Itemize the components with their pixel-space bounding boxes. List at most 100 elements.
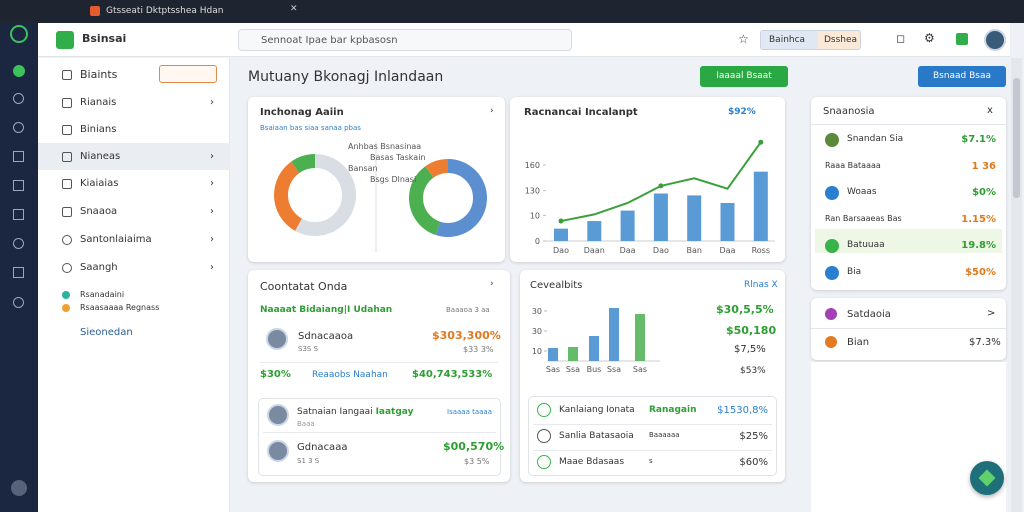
bar (548, 348, 558, 361)
stat-figure: $50,180 (726, 324, 777, 337)
settings-icon[interactable]: ⚙ (924, 31, 935, 45)
icon-rail (0, 23, 38, 512)
bar (589, 336, 599, 361)
logo[interactable] (10, 25, 28, 43)
y-tick-label: 10 (530, 211, 540, 220)
user-avatar[interactable] (984, 29, 1006, 51)
row-value: $30% (260, 369, 291, 380)
tab-close[interactable]: ✕ (290, 4, 298, 14)
row-icon (537, 455, 551, 469)
side-title: Snaanosia (823, 106, 875, 117)
tab-title[interactable]: Gtsseati Dktptsshea Hdan (106, 6, 224, 16)
status-dot (62, 304, 70, 312)
stats-list: Kanlaiang Ionata Ranagain $1530,8% Sanlia B… (528, 396, 777, 476)
row-name: Satnaian Iangaai Iaatgay (297, 407, 413, 417)
stat-figure: $7,5% (734, 344, 766, 355)
green-button[interactable]: Iaaaal Bsaat (700, 66, 788, 87)
card-action[interactable]: Rlnas X (744, 280, 778, 290)
row-name: Reaaobs Naahan (312, 370, 388, 380)
notification-icon[interactable] (956, 33, 968, 45)
avatar (267, 440, 289, 462)
row-value: $00,570% (443, 440, 505, 453)
x-tick-label: Dao (653, 246, 669, 255)
nav-label: Binians (80, 124, 117, 135)
card-title: Inchonag Aaiin (260, 107, 344, 118)
divider (263, 432, 496, 433)
blue-button[interactable]: Bsnaad Bsaa (918, 66, 1006, 87)
row-value: 19.8% (961, 240, 996, 251)
x-tick-label: Dao (553, 246, 569, 255)
row-tag: Ranagain (649, 405, 697, 415)
star-icon[interactable]: ☆ (738, 32, 749, 46)
overview-card: Inchonag Aaiin › Bsaiaan bas siaa sanaa … (248, 97, 505, 262)
nav-item[interactable]: Rianais › (38, 89, 230, 116)
nav-item[interactable]: Kiaiaias › (38, 170, 230, 197)
rail-icon[interactable] (11, 480, 27, 496)
browser-bar: Gtsseati Dktptsshea Hdan ✕ (0, 0, 1024, 23)
rail-icon[interactable] (13, 209, 24, 220)
row-sub: Baaa (297, 420, 315, 428)
sidebar-link[interactable]: Sieonedan (80, 327, 133, 338)
trend-badge: $92% (728, 107, 756, 117)
bar (609, 308, 619, 361)
row-label: Raaa Bataaaa (825, 160, 881, 170)
rail-icon[interactable] (13, 180, 24, 191)
rail-icon[interactable] (13, 65, 25, 77)
row-tag: s (649, 457, 653, 465)
row-label: Sanlia Batasaoia (559, 431, 634, 441)
x-tick-label: Ross (752, 246, 770, 255)
donut-charts: Anhbas Bsnasinaa Basas Taskain Bansan Bsgs … (274, 142, 487, 252)
divider (260, 362, 498, 363)
nav-label: Saangh (80, 262, 118, 273)
row-icon (825, 265, 839, 280)
divider (811, 328, 1006, 329)
chevron[interactable]: › (490, 279, 494, 289)
y-tick-label: 0 (535, 237, 540, 246)
bar (587, 221, 602, 241)
rail-icon[interactable] (13, 122, 24, 133)
scroll-thumb[interactable] (1013, 78, 1020, 198)
legend-label: Anhbas Bsnasinaa (348, 142, 421, 151)
nav-item[interactable]: Binians (38, 116, 230, 143)
y-tick-label: 10 (532, 347, 542, 356)
sidebar-active (38, 143, 230, 170)
row-link[interactable]: Isaaaa taaaa (447, 408, 492, 416)
row-label: Maae Bdasaas (559, 457, 625, 467)
nav-item[interactable]: Saangh › (38, 254, 230, 281)
rail-icon[interactable] (13, 151, 24, 162)
row-value: $7.3% (969, 337, 1001, 348)
bell-icon[interactable]: ◻ (896, 32, 906, 45)
nav-item[interactable]: Snaaoa › (38, 198, 230, 225)
stat-figure: $30,5,5% (716, 303, 774, 316)
nav-label: Snaaoa (80, 206, 118, 217)
nav-item[interactable]: Nianeas › (38, 143, 230, 170)
divider (533, 450, 772, 451)
rail-icon[interactable] (13, 93, 24, 104)
rail-icon[interactable] (13, 238, 24, 249)
x-tick-label: Ban (686, 246, 701, 255)
nav-item[interactable]: Biaints (38, 61, 230, 88)
status-dot (62, 291, 70, 299)
bar (554, 228, 568, 241)
line-point (758, 139, 764, 145)
nav-item[interactable]: Santonlaiaima › (38, 226, 230, 253)
chevron[interactable]: > (987, 308, 996, 319)
chevron[interactable]: › (490, 106, 494, 116)
row-value: 1 36 (971, 160, 996, 172)
search[interactable]: Sennoat Ipae bar kpbasosn (238, 29, 572, 51)
header: Bsinsai Sennoat Ipae bar kpbasosn ☆ Bain… (38, 23, 1010, 57)
toggle-option[interactable]: Bainhca (761, 31, 818, 49)
orders-card: Coontatat Onda › Naaaat Bidaiang|I Udaha… (248, 270, 510, 482)
row-value: $1530,8% (717, 405, 768, 416)
row-label: Bia (847, 266, 862, 277)
fab[interactable] (970, 461, 1004, 495)
avatar (266, 328, 288, 350)
rail-icon[interactable] (13, 267, 24, 278)
bar (653, 193, 668, 241)
rail-icon[interactable] (13, 297, 24, 308)
sidebar-badge[interactable] (159, 65, 217, 83)
row-icon (825, 133, 839, 147)
sub-card: Satnaian Iangaai Iaatgay Isaaaa taaaa Ba… (258, 398, 505, 476)
side-close[interactable]: x (987, 105, 993, 116)
toggle-option[interactable]: Dsshea (818, 31, 860, 49)
